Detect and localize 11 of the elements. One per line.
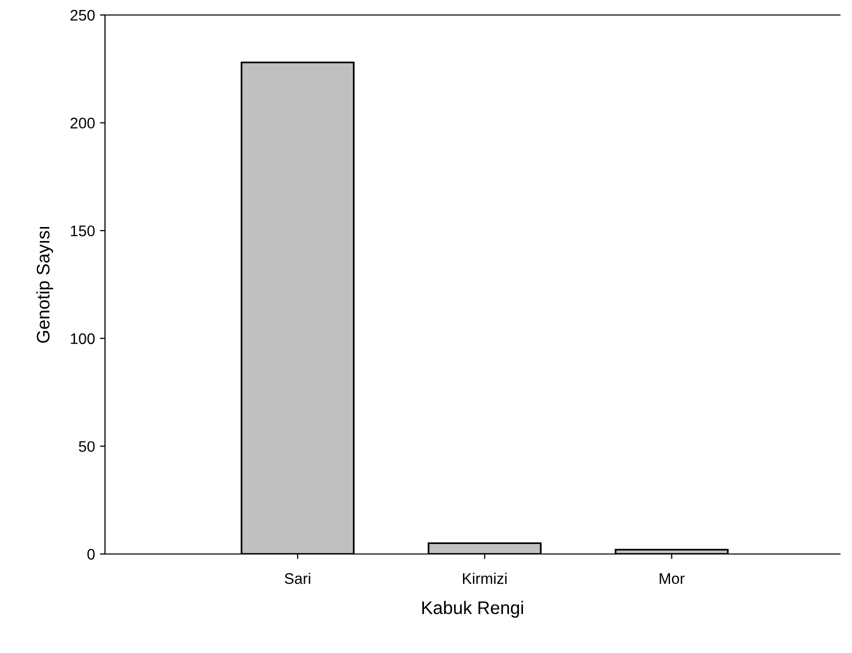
y-tick-label: 0 [87,548,95,560]
y-tick-label: 50 [78,441,95,452]
x-tick-label: Kirmizi [462,572,507,584]
y-tick-label: 250 [70,10,95,21]
x-tick-label: Sari [284,572,310,584]
y-tick-label: 200 [70,118,95,128]
x-axis-title: Kabuk Rengi [422,600,523,618]
y-axis-title: Genotip Sayısı [36,227,54,343]
y-tick-label: 100 [70,333,95,344]
x-tick-label: Mor [660,573,685,584]
y-tick-label: 150 [70,225,95,236]
